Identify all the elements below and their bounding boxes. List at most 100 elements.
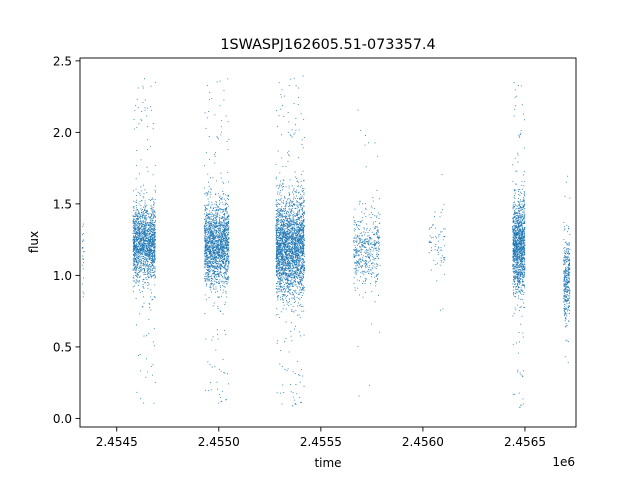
data-point bbox=[151, 228, 153, 229]
data-point bbox=[222, 280, 224, 282]
data-point bbox=[213, 253, 214, 255]
data-point bbox=[204, 257, 206, 259]
data-point bbox=[205, 229, 207, 231]
data-point bbox=[141, 233, 143, 235]
data-point bbox=[144, 234, 146, 236]
data-point bbox=[134, 228, 136, 229]
data-point bbox=[82, 223, 84, 225]
data-point bbox=[139, 313, 141, 315]
data-point bbox=[145, 277, 147, 278]
data-point bbox=[226, 235, 227, 237]
data-point bbox=[204, 226, 206, 228]
data-point bbox=[151, 252, 153, 254]
data-point bbox=[287, 226, 288, 228]
data-point bbox=[137, 274, 139, 276]
data-point bbox=[289, 246, 291, 248]
data-point bbox=[219, 261, 221, 262]
data-point bbox=[219, 274, 221, 276]
data-point bbox=[224, 237, 226, 239]
data-point bbox=[224, 233, 226, 235]
data-point bbox=[142, 280, 144, 282]
data-point bbox=[138, 267, 140, 269]
data-point bbox=[224, 243, 226, 244]
data-point bbox=[222, 240, 223, 242]
data-point bbox=[143, 231, 145, 233]
data-point bbox=[136, 233, 138, 235]
data-point bbox=[138, 211, 140, 213]
data-point bbox=[225, 194, 227, 196]
data-point bbox=[224, 265, 225, 267]
data-point bbox=[141, 245, 143, 247]
data-point bbox=[207, 267, 209, 269]
data-point bbox=[294, 212, 296, 214]
data-point bbox=[217, 256, 219, 258]
data-point bbox=[286, 247, 287, 249]
data-point bbox=[151, 226, 153, 228]
data-point bbox=[226, 245, 228, 246]
data-point bbox=[220, 232, 222, 234]
data-point bbox=[222, 276, 223, 278]
data-point bbox=[291, 275, 293, 277]
data-point bbox=[225, 263, 227, 265]
data-point bbox=[228, 241, 230, 243]
data-point bbox=[286, 287, 288, 289]
data-point bbox=[211, 366, 213, 368]
data-point bbox=[279, 240, 281, 242]
data-point bbox=[133, 248, 135, 250]
data-point bbox=[211, 98, 213, 100]
data-point bbox=[82, 225, 84, 227]
data-point bbox=[148, 266, 150, 268]
data-point bbox=[226, 242, 228, 244]
data-point bbox=[136, 242, 138, 244]
data-point bbox=[216, 231, 218, 233]
data-point bbox=[278, 262, 280, 264]
data-point bbox=[213, 258, 215, 259]
data-point bbox=[224, 272, 225, 274]
data-point bbox=[217, 241, 219, 243]
data-point bbox=[138, 250, 140, 252]
data-point bbox=[149, 235, 151, 237]
observing-season-4 bbox=[275, 75, 305, 407]
data-point bbox=[216, 180, 218, 182]
data-point bbox=[278, 193, 280, 195]
data-point bbox=[135, 222, 137, 224]
data-point bbox=[223, 255, 225, 257]
data-point bbox=[148, 229, 149, 231]
data-point bbox=[218, 242, 220, 244]
data-point bbox=[150, 237, 152, 239]
data-point bbox=[213, 235, 214, 237]
data-point bbox=[149, 303, 151, 305]
data-point bbox=[145, 218, 147, 220]
data-point bbox=[301, 190, 303, 192]
data-point bbox=[204, 231, 206, 233]
data-point bbox=[146, 255, 147, 257]
data-point bbox=[215, 212, 217, 214]
data-point bbox=[283, 180, 285, 181]
data-point bbox=[136, 268, 137, 270]
data-point bbox=[299, 236, 301, 238]
data-point bbox=[145, 282, 146, 284]
data-point bbox=[137, 215, 139, 217]
data-point bbox=[211, 230, 213, 232]
data-point bbox=[139, 217, 140, 219]
data-point bbox=[211, 241, 213, 243]
data-point bbox=[208, 203, 210, 205]
data-point bbox=[286, 287, 288, 289]
data-point bbox=[293, 272, 295, 274]
data-point bbox=[150, 273, 152, 275]
data-point bbox=[134, 220, 136, 222]
data-point bbox=[210, 250, 212, 252]
data-point bbox=[285, 218, 287, 220]
data-point bbox=[282, 262, 284, 264]
data-point bbox=[132, 258, 134, 260]
data-point bbox=[213, 247, 215, 249]
data-point bbox=[223, 244, 225, 246]
data-point bbox=[286, 251, 287, 253]
data-point bbox=[150, 265, 152, 267]
data-point bbox=[144, 200, 146, 202]
data-point bbox=[137, 232, 138, 234]
data-point bbox=[210, 220, 212, 222]
data-point bbox=[287, 286, 289, 288]
data-point bbox=[208, 275, 209, 277]
data-point bbox=[223, 371, 225, 373]
